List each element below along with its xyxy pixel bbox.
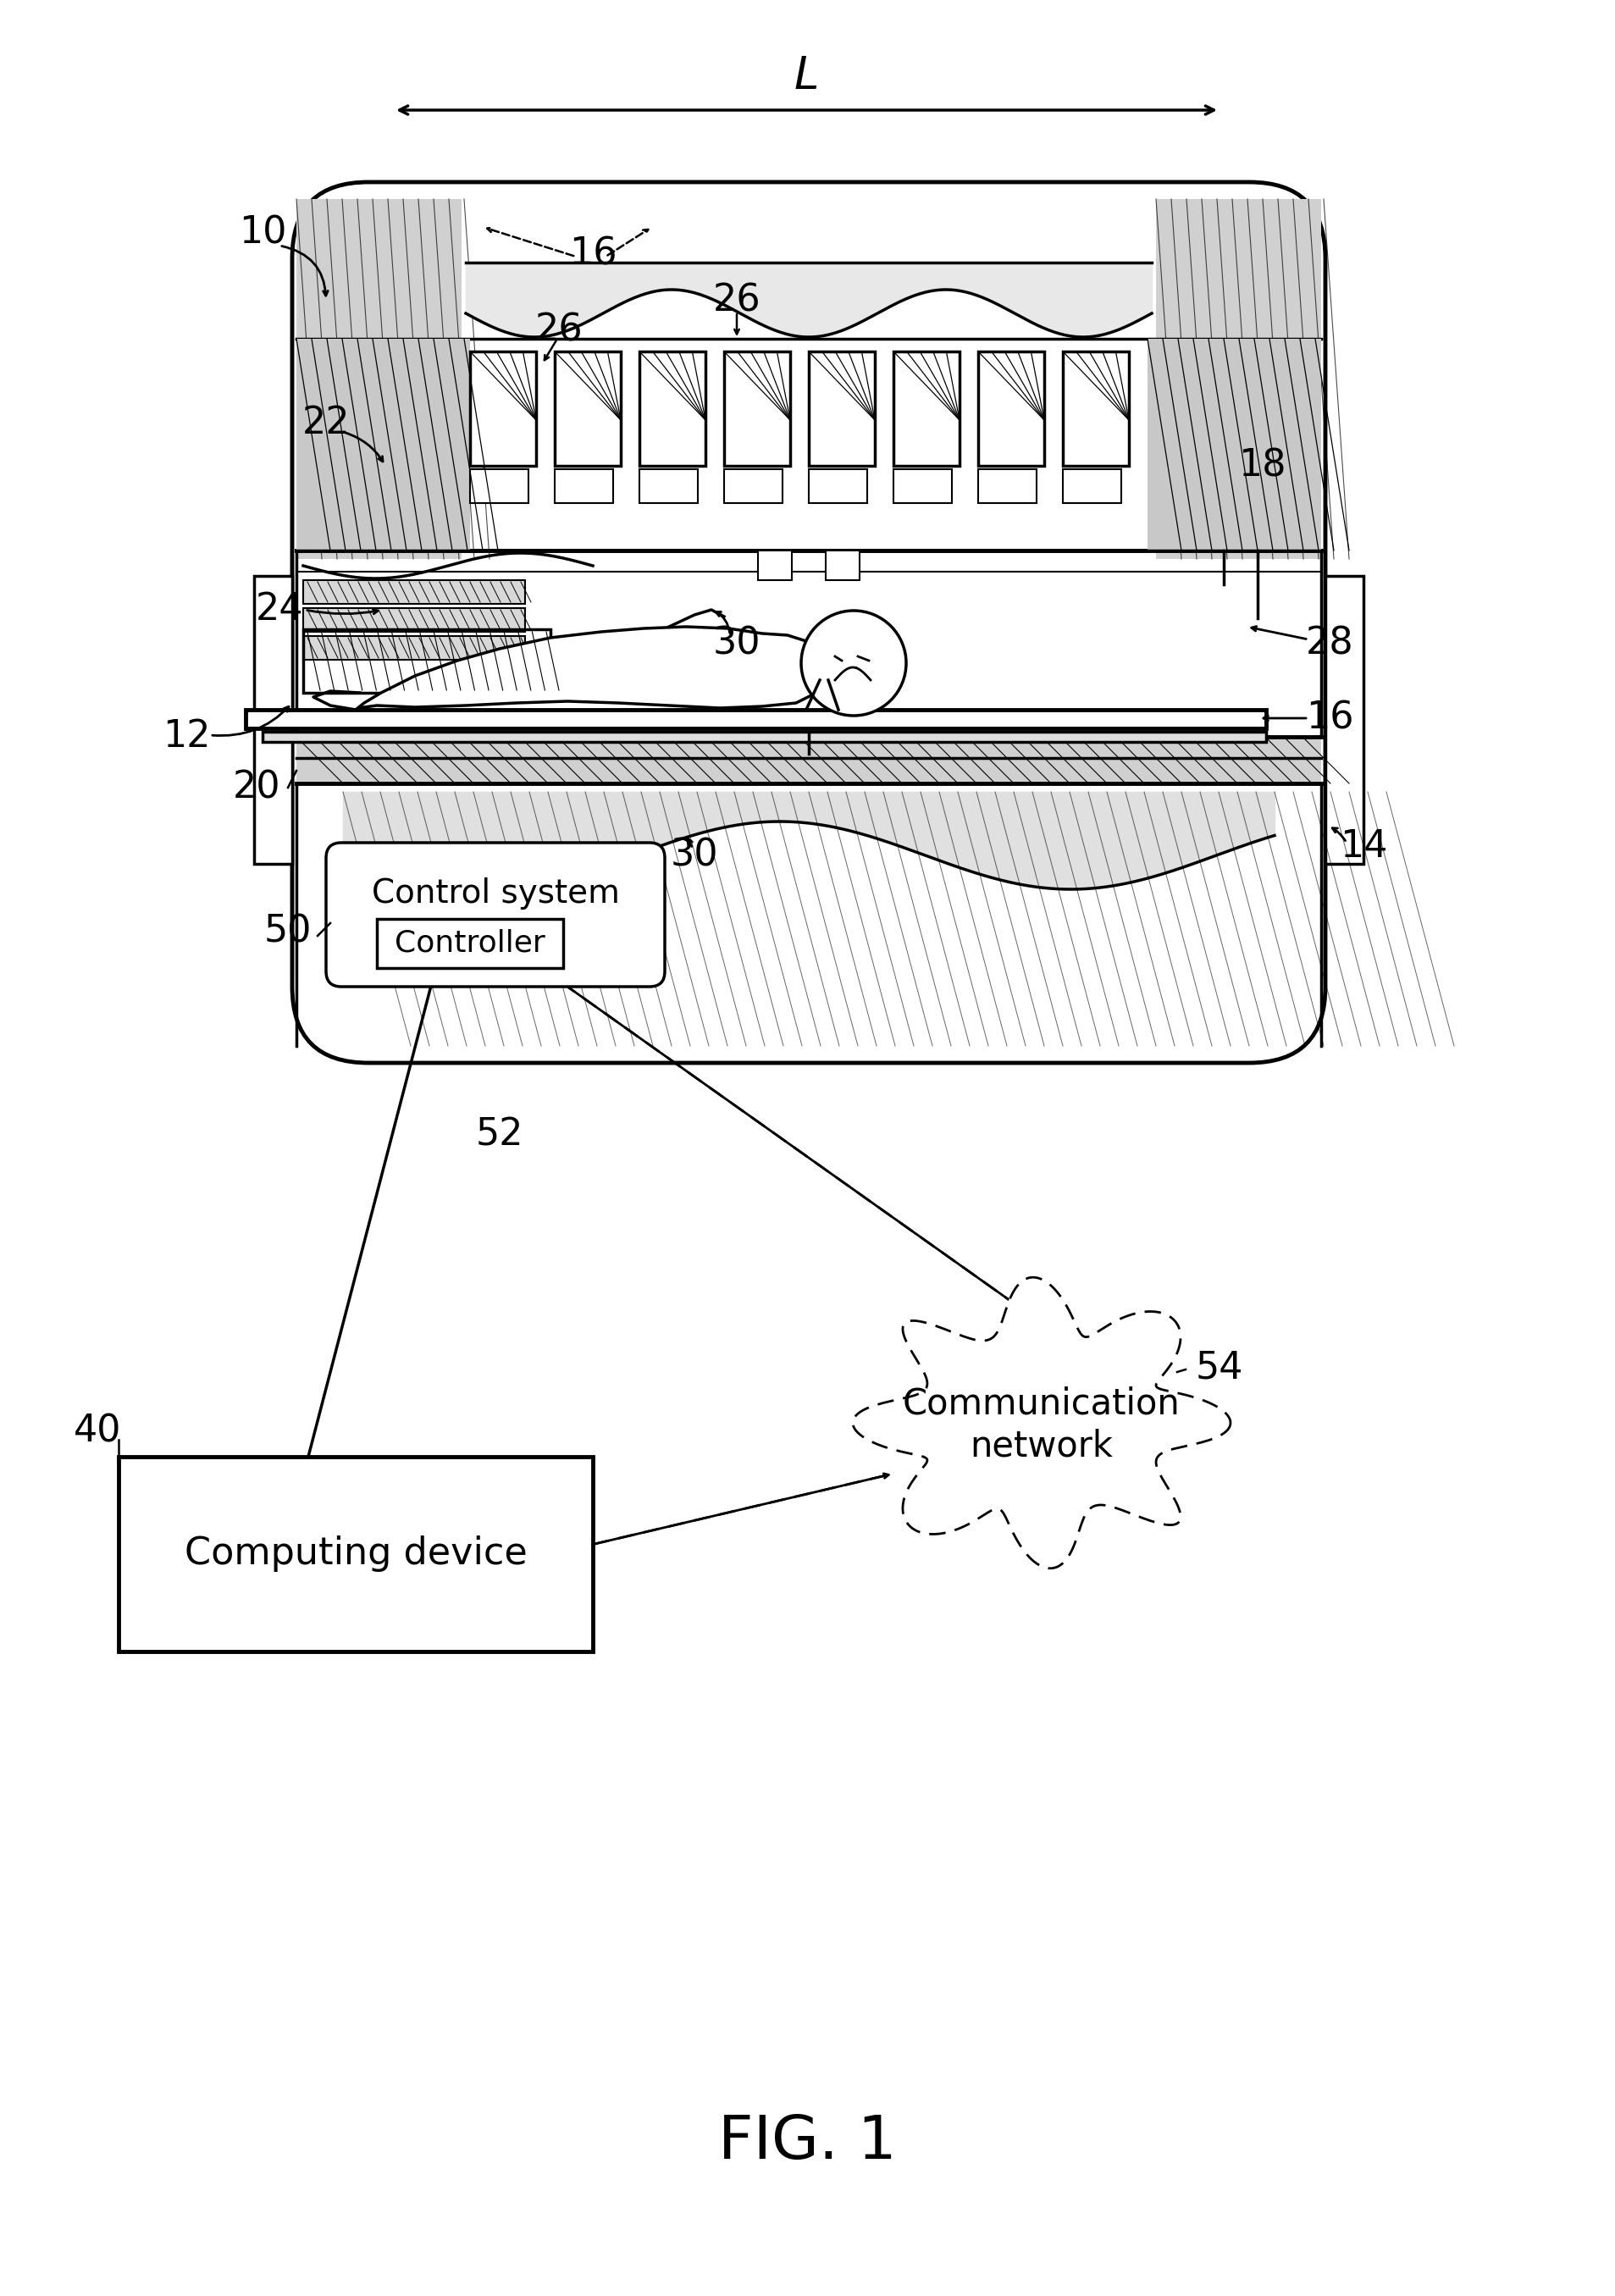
Text: 14: 14 bbox=[1339, 829, 1387, 866]
Text: 16: 16 bbox=[1305, 700, 1353, 737]
Bar bbox=[979, 468, 1037, 503]
Bar bbox=[297, 340, 470, 551]
Bar bbox=[809, 468, 867, 503]
Bar bbox=[304, 608, 525, 631]
Bar bbox=[376, 918, 564, 969]
Text: 30: 30 bbox=[712, 625, 761, 661]
Bar bbox=[640, 468, 698, 503]
Text: 28: 28 bbox=[1305, 625, 1353, 661]
Bar bbox=[893, 468, 951, 503]
Bar bbox=[979, 351, 1045, 466]
Text: 52: 52 bbox=[476, 1116, 523, 1153]
FancyBboxPatch shape bbox=[326, 843, 665, 987]
Text: 12: 12 bbox=[163, 719, 210, 755]
Bar bbox=[304, 629, 551, 693]
Bar bbox=[297, 551, 1321, 737]
Text: 22: 22 bbox=[302, 406, 350, 441]
Text: 10: 10 bbox=[239, 216, 286, 250]
Text: 26: 26 bbox=[535, 312, 583, 349]
Circle shape bbox=[801, 611, 906, 716]
Bar bbox=[554, 351, 620, 466]
Text: 20: 20 bbox=[233, 769, 281, 806]
Bar bbox=[263, 732, 1266, 742]
Text: 18: 18 bbox=[1239, 448, 1286, 484]
Bar bbox=[757, 551, 791, 581]
Bar bbox=[724, 468, 782, 503]
Text: Control system: Control system bbox=[371, 877, 620, 909]
Bar bbox=[1063, 351, 1129, 466]
Polygon shape bbox=[297, 200, 462, 558]
Bar bbox=[245, 709, 1266, 728]
Bar bbox=[554, 468, 612, 503]
Text: 24: 24 bbox=[255, 592, 304, 629]
FancyBboxPatch shape bbox=[292, 181, 1326, 1063]
Bar bbox=[825, 551, 859, 581]
Text: 16: 16 bbox=[568, 236, 617, 273]
Text: 40: 40 bbox=[73, 1412, 121, 1449]
Bar bbox=[1326, 576, 1363, 863]
Bar bbox=[304, 581, 525, 604]
Text: L: L bbox=[795, 55, 819, 99]
Bar bbox=[640, 351, 706, 466]
Bar bbox=[1148, 340, 1321, 551]
Text: 30: 30 bbox=[670, 838, 719, 872]
Bar bbox=[254, 576, 292, 863]
Text: FIG. 1: FIG. 1 bbox=[717, 2115, 896, 2172]
Polygon shape bbox=[355, 627, 820, 709]
Text: 26: 26 bbox=[712, 282, 761, 319]
Bar bbox=[297, 737, 1321, 783]
Bar bbox=[893, 351, 959, 466]
Text: Controller: Controller bbox=[394, 930, 546, 957]
Text: Computing device: Computing device bbox=[184, 1536, 526, 1573]
Bar bbox=[1063, 468, 1121, 503]
Bar bbox=[809, 351, 875, 466]
Text: 54: 54 bbox=[1195, 1350, 1244, 1387]
Bar bbox=[724, 351, 790, 466]
Text: Communication: Communication bbox=[903, 1387, 1181, 1421]
Polygon shape bbox=[853, 1277, 1231, 1568]
Bar bbox=[470, 468, 528, 503]
Bar bbox=[118, 1456, 593, 1651]
Bar bbox=[304, 636, 525, 659]
Bar bbox=[470, 351, 536, 466]
Polygon shape bbox=[1156, 200, 1321, 558]
Text: network: network bbox=[971, 1428, 1113, 1465]
Text: 50: 50 bbox=[263, 914, 312, 951]
